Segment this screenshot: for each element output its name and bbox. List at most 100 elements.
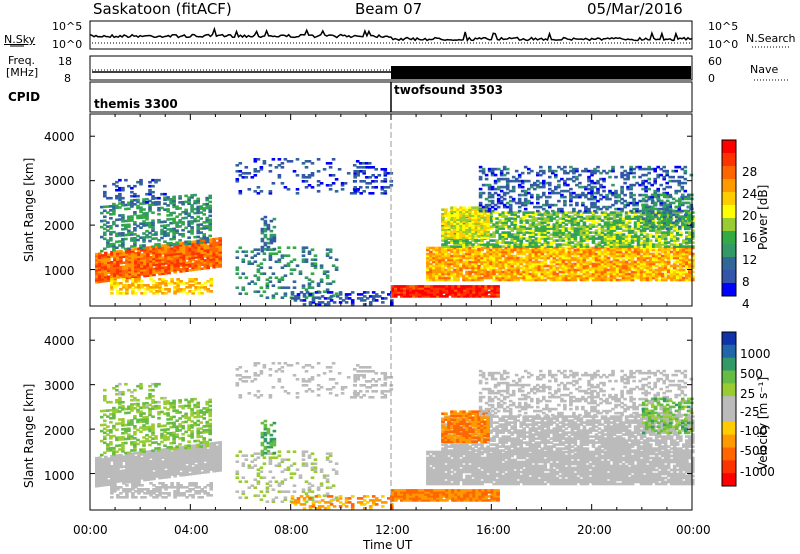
power-cell: [457, 285, 461, 288]
power-cell: [477, 270, 481, 274]
power-cell: [486, 270, 490, 274]
power-cell: [572, 175, 576, 179]
power-cell: [627, 266, 632, 270]
power-cell: [584, 185, 588, 189]
power-cell: [418, 287, 422, 290]
power-cell: [175, 229, 179, 232]
power-cell: [555, 213, 560, 216]
power-cell: [146, 252, 150, 255]
power-cell: [238, 174, 243, 177]
power-cell: [645, 243, 650, 246]
power-cell: [166, 198, 170, 201]
power-cell: [682, 239, 686, 242]
power-cell: [474, 212, 478, 215]
power-cell: [331, 264, 336, 267]
power-cell: [483, 266, 487, 270]
power-cell: [181, 222, 185, 226]
power-cell: [95, 252, 99, 256]
date-title: 05/Mar/2016: [587, 0, 683, 18]
power-cell: [483, 272, 487, 276]
power-cell: [212, 257, 216, 261]
power-cell: [675, 237, 680, 240]
power-cell: [486, 246, 490, 250]
power-cell: [212, 239, 216, 243]
power-cell: [322, 270, 327, 273]
power-cell: [561, 217, 566, 220]
power-cell: [465, 270, 469, 274]
power-cell: [537, 248, 542, 252]
power-cell: [624, 246, 629, 250]
power-cell: [492, 225, 496, 228]
power-cell: [448, 289, 452, 292]
power-cell: [181, 202, 185, 206]
power-cell: [474, 260, 478, 264]
power-cell: [462, 206, 466, 209]
power-cell: [202, 209, 206, 212]
power-cell: [196, 215, 200, 219]
power-cell: [492, 223, 496, 226]
power-cell: [130, 190, 134, 194]
power-cell: [128, 268, 132, 272]
power-cell: [540, 237, 545, 240]
power-cell: [567, 237, 572, 240]
power-cell: [128, 264, 132, 268]
power-cell: [510, 227, 514, 230]
power-cell: [256, 192, 261, 195]
power-cell: [528, 219, 533, 222]
power-cell: [603, 254, 608, 258]
power-cell: [582, 272, 587, 276]
power-cell: [149, 260, 153, 263]
power-cell: [471, 218, 475, 221]
power-cell: [265, 278, 270, 281]
power-cell: [573, 256, 578, 260]
power-cell: [636, 270, 641, 274]
power-cell: [95, 274, 99, 278]
power-cell: [444, 245, 448, 248]
power-cell: [545, 209, 549, 213]
power-cell: [510, 239, 514, 242]
power-cell: [462, 228, 466, 231]
power-cell: [424, 295, 428, 298]
power-cell: [127, 203, 131, 207]
power-cell: [542, 181, 546, 185]
power-cell: [146, 254, 150, 257]
power-cell: [486, 245, 490, 248]
power-cell: [672, 243, 677, 246]
power-cell: [543, 262, 548, 266]
power-cell: [477, 243, 481, 246]
power-cell: [124, 203, 128, 207]
power-cell: [536, 171, 540, 175]
power-cell: [266, 227, 271, 231]
power-cell: [190, 220, 194, 223]
power-cell: [660, 266, 665, 270]
power-cell: [591, 248, 596, 252]
power-cell: [590, 203, 594, 207]
power-cell: [486, 218, 490, 221]
power-cell: [98, 258, 102, 262]
power-cell: [513, 219, 517, 222]
power-cell: [158, 256, 162, 260]
beam-title: Beam 07: [355, 0, 423, 18]
power-cell: [477, 254, 481, 258]
power-cell: [95, 268, 99, 272]
power-cell: [131, 268, 135, 271]
power-cell: [505, 167, 510, 171]
power-cell: [469, 295, 473, 298]
power-cell: [543, 268, 548, 272]
power-cell: [136, 198, 140, 202]
power-cell: [597, 258, 602, 262]
power-cell: [193, 219, 197, 223]
power-cell: [498, 274, 502, 278]
power-cell: [636, 243, 641, 246]
power-cell: [663, 266, 668, 270]
power-cell: [513, 223, 517, 226]
power-cell: [540, 213, 545, 216]
power-cell: [593, 191, 597, 195]
power-cell: [475, 287, 479, 290]
power-cell: [663, 256, 668, 260]
power-cell: [450, 260, 454, 264]
power-cell: [107, 267, 111, 270]
power-cell: [127, 223, 131, 227]
power-cell: [513, 254, 517, 258]
power-cell: [531, 211, 536, 214]
